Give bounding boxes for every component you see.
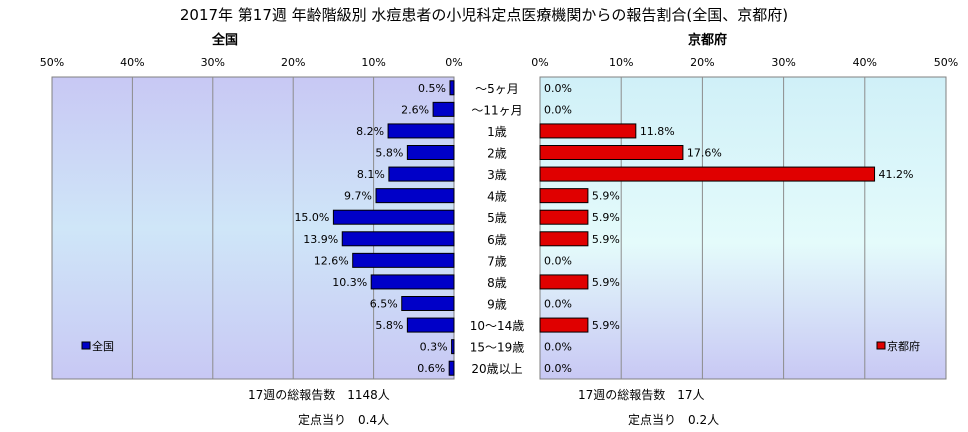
category-label: 15～19歳	[470, 341, 525, 355]
category-label: 10～14歳	[470, 319, 525, 333]
category-label: ～5ヶ月	[475, 82, 519, 96]
left-tick-label: 50%	[40, 56, 64, 69]
kyoto-bar	[539, 123, 637, 139]
zenkoku-data-label: 6.5%	[370, 298, 398, 311]
right-panel-title: 京都府	[688, 33, 728, 48]
chart-title: 2017年 第17週 年齢階級別 水痘患者の小児科定点医療機関からの報告割合(全…	[179, 6, 789, 24]
zenkoku-bar	[451, 339, 455, 355]
kyoto-bar	[539, 317, 589, 333]
left-tick-label: 10%	[361, 56, 385, 69]
zenkoku-bar	[406, 317, 455, 333]
kyoto-legend-swatch	[876, 341, 886, 350]
kyoto-data-label: 0.0%	[544, 298, 572, 311]
category-label: 5歳	[487, 211, 507, 225]
kyoto-data-label: 5.9%	[592, 319, 620, 332]
left-total-reports: 17週の総報告数 1148人	[248, 388, 390, 402]
kyoto-data-label: 11.8%	[640, 125, 675, 138]
zenkoku-bar	[341, 231, 455, 247]
right-tick-label: 0%	[531, 56, 548, 69]
category-label: 20歳以上	[471, 362, 522, 376]
zenkoku-data-label: 2.6%	[401, 103, 429, 116]
kyoto-data-label: 0.0%	[544, 82, 572, 95]
zenkoku-data-label: 13.9%	[303, 233, 338, 246]
zenkoku-bar	[406, 145, 455, 160]
zenkoku-data-label: 0.3%	[420, 341, 448, 354]
category-label: 4歳	[487, 190, 507, 204]
zenkoku-data-label: 0.5%	[418, 82, 446, 95]
zenkoku-bar	[375, 188, 455, 204]
right-tick-label: 10%	[609, 56, 633, 69]
zenkoku-legend-label: 全国	[92, 339, 114, 353]
category-label: 7歳	[487, 254, 507, 268]
left-tick-label: 40%	[120, 56, 144, 69]
kyoto-data-label: 17.6%	[687, 147, 722, 160]
category-label: 6歳	[487, 233, 507, 247]
zenkoku-data-label: 15.0%	[294, 211, 329, 224]
zenkoku-bar	[370, 274, 455, 290]
right-tick-label: 30%	[771, 56, 795, 69]
category-label: ～11ヶ月	[471, 103, 522, 117]
zenkoku-data-label: 5.8%	[375, 147, 403, 160]
category-label: 3歳	[487, 168, 507, 182]
left-per-site: 定点当り 0.4人	[298, 413, 390, 427]
left-tick-label: 0%	[445, 56, 462, 69]
kyoto-legend-label: 京都府	[887, 339, 920, 353]
kyoto-data-label: 0.0%	[544, 103, 572, 116]
zenkoku-data-label: 9.7%	[344, 190, 372, 203]
kyoto-data-label: 5.9%	[592, 276, 620, 289]
zenkoku-data-label: 10.3%	[332, 276, 367, 289]
kyoto-data-label: 5.9%	[592, 233, 620, 246]
kyoto-bar	[539, 145, 684, 160]
zenkoku-data-label: 12.6%	[314, 254, 349, 267]
category-label: 8歳	[487, 276, 507, 290]
kyoto-bar	[539, 188, 589, 204]
right-tick-label: 40%	[853, 56, 877, 69]
right-plot-area	[539, 76, 947, 380]
zenkoku-legend-swatch	[81, 341, 91, 350]
zenkoku-data-label: 8.2%	[356, 125, 384, 138]
left-tick-label: 30%	[201, 56, 225, 69]
zenkoku-bar	[401, 296, 455, 311]
kyoto-bar	[539, 231, 589, 247]
category-label: 2歳	[487, 147, 507, 161]
zenkoku-bar	[388, 166, 455, 182]
kyoto-bar	[539, 274, 589, 290]
right-total-reports: 17週の総報告数 17人	[578, 388, 705, 402]
kyoto-data-label: 0.0%	[544, 341, 572, 354]
zenkoku-bar	[332, 209, 455, 225]
zenkoku-data-label: 8.1%	[357, 168, 385, 181]
kyoto-bar	[539, 166, 876, 182]
zenkoku-bar	[352, 252, 455, 268]
right-per-site: 定点当り 0.2人	[628, 413, 720, 427]
kyoto-data-label: 41.2%	[879, 168, 914, 181]
zenkoku-bar	[432, 101, 455, 117]
zenkoku-bar	[387, 123, 455, 139]
left-tick-label: 20%	[281, 56, 305, 69]
right-tick-label: 20%	[690, 56, 714, 69]
zenkoku-bar	[449, 80, 455, 96]
zenkoku-data-label: 0.6%	[417, 362, 445, 375]
kyoto-data-label: 5.9%	[592, 211, 620, 224]
kyoto-bar	[539, 209, 589, 225]
kyoto-data-label: 5.9%	[592, 190, 620, 203]
kyoto-data-label: 0.0%	[544, 254, 572, 267]
left-plot-area	[51, 76, 455, 380]
category-label: 9歳	[487, 298, 507, 312]
zenkoku-data-label: 5.8%	[375, 319, 403, 332]
zenkoku-bar	[448, 360, 455, 376]
left-panel-title: 全国	[212, 33, 239, 48]
kyoto-data-label: 0.0%	[544, 362, 572, 375]
right-tick-label: 50%	[934, 56, 958, 69]
category-label: 1歳	[487, 125, 507, 139]
